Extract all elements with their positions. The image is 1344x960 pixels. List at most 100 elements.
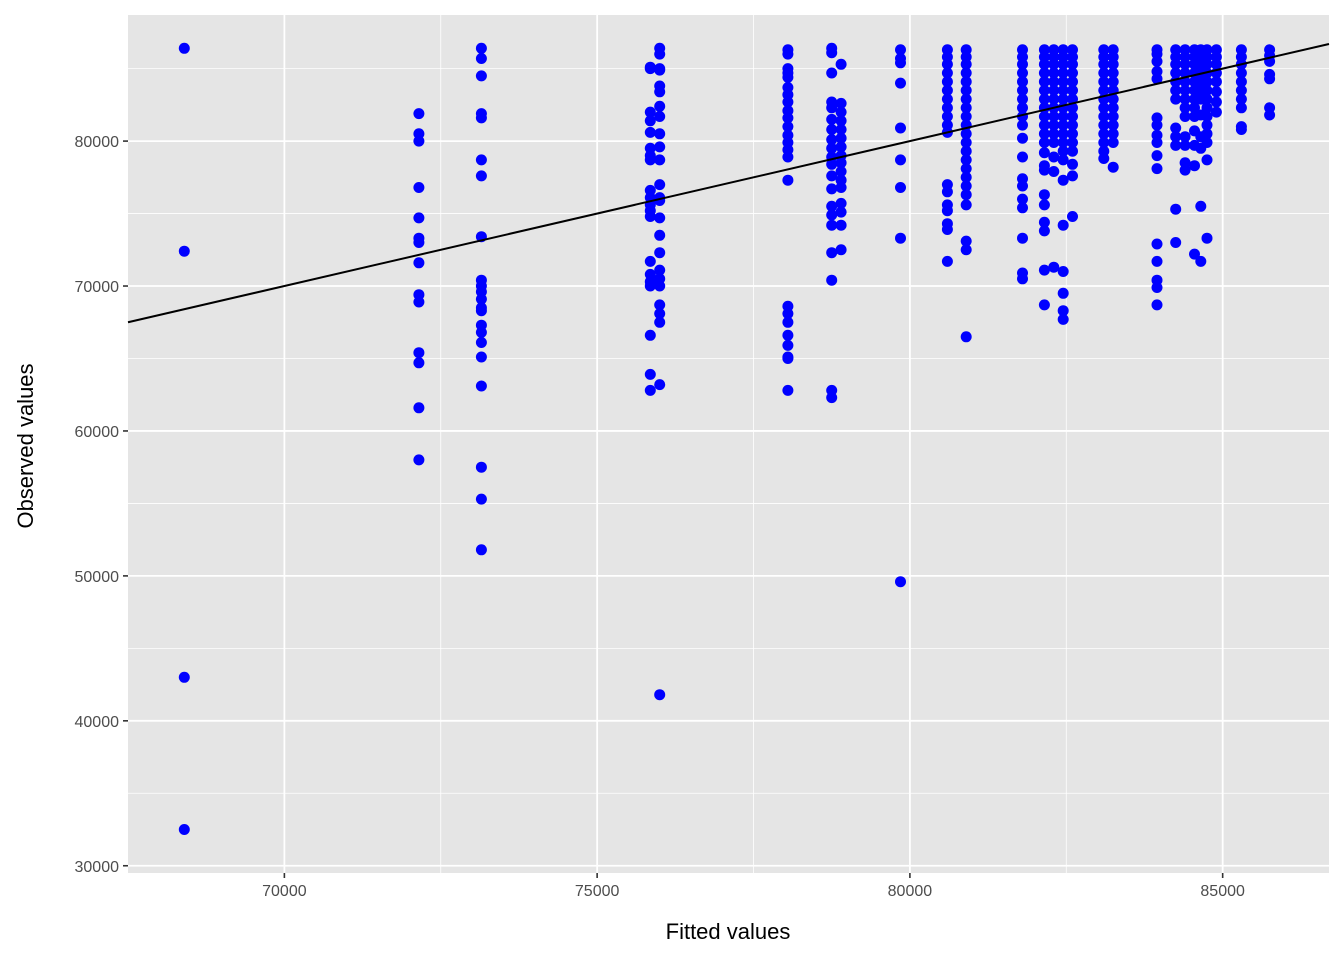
data-point: [475, 337, 487, 348]
data-point: [644, 126, 656, 138]
data-point: [941, 205, 953, 217]
data-point: [1170, 203, 1182, 215]
data-point: [960, 189, 972, 201]
data-point: [413, 135, 425, 147]
data-point: [941, 84, 953, 96]
data-point: [1048, 166, 1060, 177]
data-point: [826, 142, 838, 154]
data-point: [1151, 73, 1163, 85]
data-point: [1067, 76, 1078, 88]
data-point: [895, 232, 906, 244]
data-point: [475, 326, 487, 338]
data-point: [1107, 161, 1119, 173]
data-point: [1151, 119, 1163, 131]
data-point: [1048, 151, 1060, 163]
data-point: [1179, 164, 1191, 176]
data-point: [941, 58, 953, 70]
data-point: [1017, 102, 1028, 114]
data-point: [1098, 119, 1110, 131]
data-point: [1151, 163, 1163, 175]
data-point: [1201, 154, 1213, 166]
data-point: [782, 339, 794, 351]
data-point: [475, 305, 487, 317]
data-point: [654, 299, 666, 311]
data-point: [1067, 119, 1078, 131]
data-point: [1038, 264, 1050, 276]
data-point: [1235, 84, 1247, 96]
data-point: [1057, 58, 1069, 70]
data-point: [895, 154, 906, 166]
data-point: [835, 106, 847, 118]
data-point: [1098, 111, 1110, 122]
data-point: [475, 112, 487, 124]
data-point: [1170, 84, 1182, 96]
y-tick-label: 40000: [75, 714, 120, 731]
data-point: [826, 392, 838, 404]
data-point: [1107, 111, 1119, 122]
data-point: [941, 67, 953, 79]
data-point: [1057, 84, 1069, 96]
data-point: [960, 76, 972, 88]
data-point: [1067, 67, 1078, 79]
data-point: [654, 100, 666, 112]
data-point: [1038, 199, 1050, 211]
data-point: [835, 182, 847, 193]
data-point: [1098, 58, 1110, 70]
data-point: [782, 174, 794, 186]
data-point: [1151, 238, 1163, 250]
data-point: [895, 77, 906, 89]
data-point: [960, 128, 972, 140]
data-point: [1201, 137, 1213, 148]
data-point: [178, 42, 190, 54]
data-point: [1038, 299, 1050, 311]
data-point: [654, 229, 666, 241]
data-point: [1017, 93, 1028, 105]
data-point: [835, 206, 847, 218]
data-point: [654, 212, 666, 224]
data-point: [413, 357, 425, 369]
data-point: [1264, 73, 1276, 85]
data-point: [1201, 119, 1213, 131]
data-point: [960, 244, 972, 256]
data-point: [782, 316, 794, 328]
data-point: [782, 384, 794, 396]
data-point: [835, 166, 847, 177]
data-point: [1201, 128, 1213, 140]
data-point: [644, 384, 656, 396]
data-point: [941, 186, 953, 198]
data-point: [1057, 313, 1069, 325]
data-point: [1210, 96, 1222, 108]
data-point: [1179, 93, 1191, 105]
data-point: [826, 247, 838, 259]
data-point: [1017, 232, 1028, 244]
data-point: [413, 454, 425, 466]
data-point: [1107, 58, 1119, 70]
data-point: [654, 280, 666, 292]
data-point: [1235, 124, 1247, 135]
data-point: [835, 97, 847, 109]
reference-line-group: [127, 43, 1330, 324]
data-point: [895, 57, 906, 69]
data-point: [654, 64, 666, 76]
data-point: [475, 70, 487, 82]
data-point: [835, 58, 847, 70]
data-point: [1017, 76, 1028, 88]
data-point: [941, 102, 953, 114]
data-point: [1017, 119, 1028, 131]
data-point: [475, 461, 487, 473]
data-point: [895, 182, 906, 193]
data-point: [782, 151, 794, 163]
data-point: [1038, 58, 1050, 70]
data-point: [941, 224, 953, 235]
data-point: [1017, 84, 1028, 96]
data-point: [1195, 255, 1207, 267]
data-point: [1038, 147, 1050, 159]
data-point: [1151, 255, 1163, 267]
data-point: [654, 86, 666, 98]
data-point: [1179, 84, 1191, 96]
data-point: [1107, 93, 1119, 105]
data-point: [1067, 158, 1078, 170]
data-point: [1170, 67, 1182, 79]
data-point: [1235, 93, 1247, 105]
